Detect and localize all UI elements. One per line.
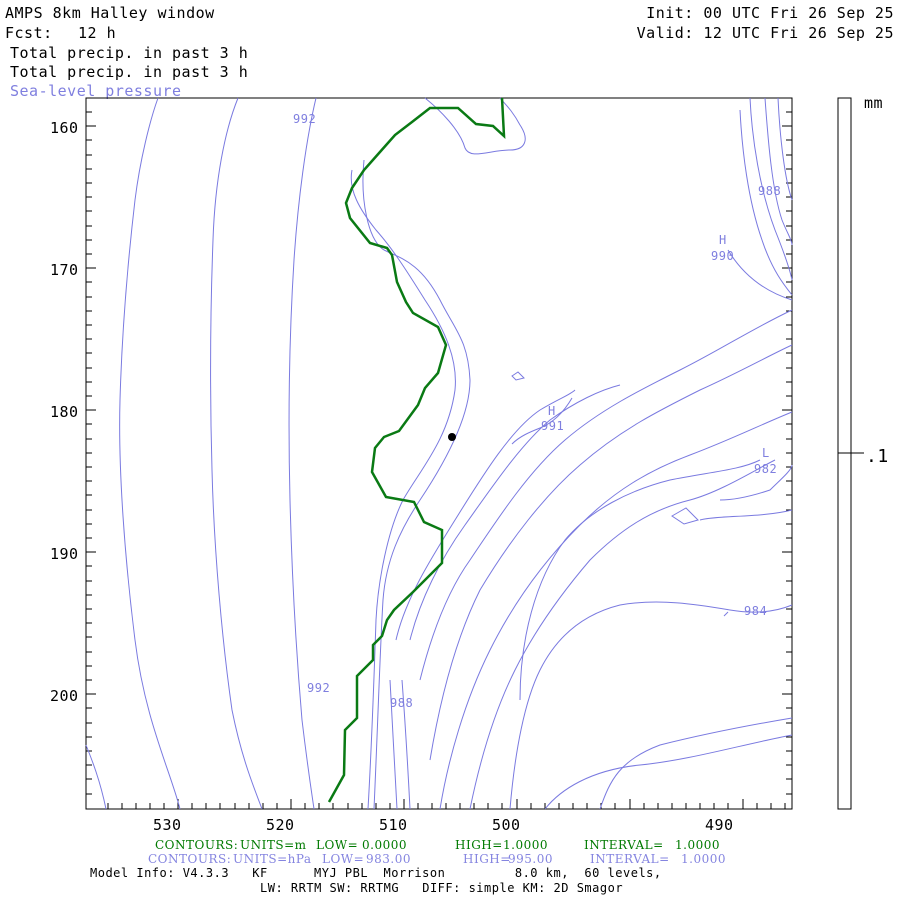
y-tick-label: 160 [50, 119, 79, 137]
contour-label: 988 [758, 184, 782, 198]
y-tick-marks [86, 111, 792, 795]
field-label-1: Total precip. in past 3 h [10, 44, 249, 62]
isobar-line [599, 717, 793, 810]
isobar-line [719, 464, 793, 501]
blue-units: UNITS=hPa [233, 852, 312, 866]
y-tick-label: 190 [50, 545, 79, 563]
contour-label: 988 [390, 696, 414, 710]
contour-label: 992 [307, 681, 331, 695]
green-high-label: HIGH= [455, 838, 503, 852]
init-time: Init: 00 UTC Fri 26 Sep 25 [646, 4, 894, 22]
isobar-line [85, 744, 107, 810]
y-tick-label: 170 [50, 261, 79, 279]
contour-label: H [548, 404, 556, 418]
x-tick-label: 530 [153, 816, 182, 834]
isobar-line [350, 169, 456, 810]
green-units: UNITS=m [240, 838, 307, 852]
isobar-line [509, 601, 793, 810]
blue-interval: 1.0000 [681, 852, 726, 866]
blue-high: 995.00 [508, 852, 553, 866]
model-info: Model Info: V4.3.3 KF MYJ PBL Morrison 8… [90, 866, 662, 880]
y-tick-label: 200 [50, 687, 79, 705]
blue-low: 983.00 [366, 852, 411, 866]
isobar-line [764, 97, 793, 246]
colorbar-unit: mm [864, 94, 884, 112]
isobar-contours [85, 97, 793, 810]
blue-low-label: LOW= [322, 852, 365, 866]
contour-label: 992 [293, 112, 317, 126]
blue-contours-label: CONTOURS: [148, 852, 232, 866]
physics-info: LW: RRTM SW: RRTMG DIFF: simple KM: 2D S… [260, 881, 624, 895]
isobar-line [419, 309, 793, 681]
blue-interval-label: INTERVAL= [590, 852, 670, 866]
isobar-line [699, 509, 793, 521]
isobar-line [119, 97, 181, 810]
valid-time: Valid: 12 UTC Fri 26 Sep 25 [636, 24, 894, 42]
isobar-line [749, 97, 793, 281]
isobar-line [401, 679, 411, 810]
x-tick-label: 500 [492, 816, 521, 834]
field-label-2: Total precip. in past 3 h [10, 63, 249, 81]
map-title: AMPS 8km Halley window [5, 4, 215, 22]
green-low: 0.0000 [362, 838, 407, 852]
isobar-line [429, 344, 793, 761]
green-low-label: LOW= [316, 838, 359, 852]
isobar-line [424, 97, 526, 155]
x-tick-label: 490 [705, 816, 734, 834]
contour-label: 991 [541, 419, 565, 433]
isobar-line [739, 109, 793, 296]
isobar-line [395, 389, 576, 641]
isobar-line [362, 159, 471, 810]
isobar-line [723, 611, 729, 617]
plot-frame [85, 97, 793, 810]
field-label-3: Sea-level pressure [10, 82, 182, 100]
isobar-line [439, 411, 793, 810]
y-tick-label: 180 [50, 403, 79, 421]
green-contours-label: CONTOURS: [155, 838, 239, 852]
forecast-value: 12 h [78, 24, 117, 42]
isobar-line [288, 97, 317, 810]
isobar-line [777, 97, 793, 201]
isobar-line [409, 384, 621, 641]
green-interval-label: INTERVAL= [584, 838, 664, 852]
contour-label: L [762, 446, 770, 460]
contour-label: 990 [711, 249, 735, 263]
x-tick-label: 520 [266, 816, 295, 834]
isobar-line [727, 249, 793, 301]
contour-label: H [719, 233, 727, 247]
isobar-line [544, 734, 793, 810]
green-interval: 1.0000 [675, 838, 720, 852]
blue-high-label: HIGH= [463, 852, 511, 866]
green-contour-line [327, 97, 506, 803]
isobar-line [511, 397, 573, 445]
x-tick-label: 510 [379, 816, 408, 834]
isobar-line [210, 97, 263, 810]
station-marker [448, 433, 456, 441]
isobar-line [389, 679, 398, 810]
isobar-line [671, 507, 699, 525]
isobar-line [511, 371, 525, 381]
contour-label: 982 [754, 462, 778, 476]
x-tick-marks [107, 799, 786, 809]
isobar-line [519, 459, 761, 701]
forecast-label: Fcst: [5, 24, 53, 42]
isobar-line [469, 459, 776, 810]
contour-label: 984 [744, 604, 768, 618]
colorbar-label: .1 [866, 446, 889, 467]
green-high: 1.0000 [503, 838, 548, 852]
